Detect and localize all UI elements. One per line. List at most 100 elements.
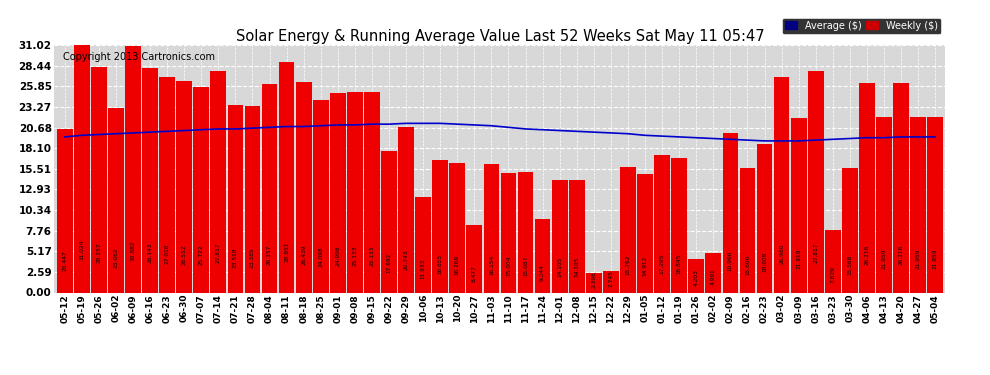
Text: 15.568: 15.568 (847, 255, 852, 275)
Bar (808, 70, 824, 292)
Bar (313, 100, 329, 292)
Bar (569, 180, 585, 292)
Bar (859, 83, 875, 292)
Text: 28.951: 28.951 (284, 242, 289, 262)
Bar (654, 154, 670, 292)
Text: 26.552: 26.552 (182, 244, 187, 265)
Bar (211, 70, 226, 292)
Bar (586, 273, 602, 292)
Bar (261, 84, 277, 292)
Bar (603, 271, 619, 292)
Text: 28.143: 28.143 (148, 243, 152, 263)
Text: 20.447: 20.447 (62, 250, 67, 270)
Text: 14.105: 14.105 (557, 256, 562, 277)
Bar (296, 81, 312, 292)
Bar (449, 163, 465, 292)
Text: 15.762: 15.762 (626, 255, 631, 275)
Bar (108, 108, 124, 292)
Text: 16.154: 16.154 (489, 254, 494, 274)
Text: 24.098: 24.098 (318, 246, 323, 267)
Text: 14.912: 14.912 (643, 255, 647, 276)
Bar (518, 172, 534, 292)
Text: 18.608: 18.608 (762, 252, 767, 272)
Text: 16.655: 16.655 (438, 254, 443, 274)
Bar (56, 129, 72, 292)
Text: 4.203: 4.203 (694, 269, 699, 286)
Bar (245, 106, 260, 292)
Bar (364, 92, 380, 292)
Text: 25.133: 25.133 (352, 246, 357, 266)
Title: Solar Energy & Running Average Value Last 52 Weeks Sat May 11 05:47: Solar Energy & Running Average Value Las… (236, 29, 764, 44)
Text: 26.439: 26.439 (301, 244, 306, 265)
Text: 17.692: 17.692 (386, 253, 391, 273)
Bar (893, 83, 909, 292)
Bar (347, 92, 362, 292)
Text: 23.518: 23.518 (233, 247, 238, 268)
Text: 9.244: 9.244 (541, 264, 545, 281)
Bar (842, 168, 857, 292)
Bar (91, 67, 107, 292)
Text: 26.980: 26.980 (779, 244, 784, 264)
Text: 30.882: 30.882 (131, 240, 136, 261)
Bar (193, 87, 209, 292)
Bar (381, 152, 397, 292)
Text: 21.919: 21.919 (796, 249, 801, 269)
Text: 23.062: 23.062 (114, 248, 119, 268)
Bar (176, 81, 192, 292)
Text: 15.004: 15.004 (506, 255, 511, 276)
Bar (740, 168, 755, 292)
Bar (74, 45, 90, 292)
Text: 2.745: 2.745 (609, 271, 614, 288)
Bar (415, 197, 431, 292)
Text: 25.722: 25.722 (199, 245, 204, 266)
Text: 26.216: 26.216 (864, 245, 869, 265)
Bar (279, 62, 294, 292)
Bar (535, 219, 550, 292)
Text: 15.600: 15.600 (744, 255, 750, 275)
Text: 16.845: 16.845 (677, 254, 682, 274)
Bar (228, 105, 244, 292)
Bar (620, 167, 636, 292)
Text: 27.018: 27.018 (164, 244, 169, 264)
Bar (688, 259, 704, 292)
Bar (756, 144, 772, 292)
Bar (398, 127, 414, 292)
Bar (466, 225, 482, 292)
Text: 15.087: 15.087 (523, 255, 528, 276)
Text: 8.477: 8.477 (472, 265, 477, 282)
Text: 19.960: 19.960 (728, 251, 733, 271)
Bar (501, 173, 517, 292)
Text: 21.959: 21.959 (933, 249, 938, 269)
Bar (159, 77, 175, 292)
Bar (671, 158, 687, 292)
Bar (706, 253, 721, 292)
Text: 20.743: 20.743 (404, 250, 409, 270)
Bar (483, 164, 499, 292)
Text: 21.959: 21.959 (881, 249, 886, 269)
Text: 21.959: 21.959 (916, 249, 921, 269)
Bar (638, 174, 652, 292)
Text: 24.998: 24.998 (336, 246, 341, 266)
Bar (910, 117, 926, 292)
Bar (723, 133, 739, 292)
Legend: Average ($), Weekly ($): Average ($), Weekly ($) (782, 18, 940, 33)
Bar (143, 68, 157, 292)
Text: 27.817: 27.817 (216, 243, 221, 264)
Text: 26.157: 26.157 (267, 244, 272, 265)
Text: 25.133: 25.133 (369, 246, 374, 266)
Text: 2.398: 2.398 (591, 271, 596, 288)
Bar (125, 46, 141, 292)
Bar (330, 93, 346, 292)
Text: 28.257: 28.257 (96, 242, 101, 263)
Bar (774, 77, 789, 292)
Text: 27.817: 27.817 (813, 243, 818, 264)
Text: 31.024: 31.024 (79, 240, 84, 260)
Text: Copyright 2013 Cartronics.com: Copyright 2013 Cartronics.com (63, 53, 216, 62)
Text: 16.269: 16.269 (454, 254, 459, 274)
Bar (825, 230, 841, 292)
Bar (791, 118, 807, 292)
Text: 11.933: 11.933 (421, 258, 426, 279)
Text: 23.385: 23.385 (249, 247, 255, 268)
Bar (928, 117, 943, 292)
Bar (551, 180, 567, 292)
